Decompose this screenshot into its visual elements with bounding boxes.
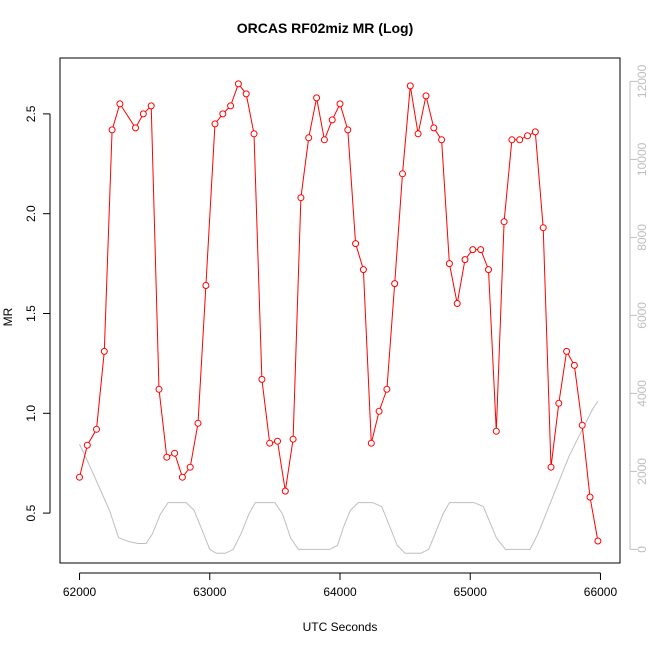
data-point — [227, 102, 235, 110]
data-point — [211, 120, 219, 128]
data-point — [297, 194, 305, 202]
y2-tick-label: 12000 — [635, 64, 649, 98]
y2-tick-label: 10000 — [635, 142, 649, 176]
data-point — [594, 537, 602, 545]
data-point — [76, 473, 83, 481]
data-point — [93, 425, 100, 433]
y2-tick-label: 4000 — [635, 380, 649, 407]
data-point — [391, 280, 399, 288]
data-point — [344, 126, 352, 134]
data-point — [414, 130, 422, 138]
data-point — [406, 82, 414, 90]
plot-frame — [59, 57, 621, 564]
data-point — [186, 463, 194, 471]
y-tick-label: 1.5 — [24, 305, 38, 322]
data-point — [194, 419, 202, 427]
data-point — [266, 439, 274, 447]
data-point — [171, 449, 179, 457]
data-point — [305, 134, 313, 142]
x-tick-label: 63000 — [193, 585, 227, 599]
data-point — [108, 126, 116, 134]
data-point — [100, 347, 108, 355]
data-point — [524, 132, 531, 140]
y-tick-label: 2.0 — [24, 205, 38, 222]
data-point — [492, 427, 500, 435]
data-point — [328, 116, 336, 124]
data-point — [359, 266, 367, 274]
data-point — [116, 100, 124, 108]
data-point — [83, 441, 91, 449]
y2-tick-label: 2000 — [635, 458, 649, 485]
data-point — [578, 421, 586, 429]
series-line-left — [79, 82, 599, 542]
data-point — [147, 102, 155, 110]
x-tick-label: 65000 — [454, 585, 488, 599]
data-point — [320, 136, 328, 144]
data-point — [469, 246, 477, 254]
data-point — [586, 493, 594, 501]
data-point — [485, 266, 492, 274]
data-point — [163, 453, 171, 461]
data-point — [178, 473, 186, 481]
data-point — [531, 128, 539, 136]
data-point — [202, 282, 210, 289]
data-point — [281, 487, 289, 495]
x-tick-label: 66000 — [584, 585, 618, 599]
data-point — [500, 218, 508, 226]
data-point — [570, 361, 578, 369]
data-point — [242, 90, 250, 98]
data-point — [336, 100, 344, 108]
data-point — [375, 407, 383, 415]
data-point — [555, 399, 563, 407]
data-point — [132, 124, 139, 132]
data-point — [289, 435, 297, 443]
data-point — [445, 260, 453, 268]
data-point — [139, 110, 147, 118]
data-point — [258, 375, 266, 383]
data-point — [539, 224, 547, 232]
y2-tick-label: 0 — [635, 546, 649, 553]
x-tick-label: 64000 — [323, 585, 357, 599]
data-point — [367, 439, 375, 447]
data-point — [250, 130, 258, 138]
x-axis-label: UTC Seconds — [302, 620, 378, 634]
x-tick-label: 62000 — [63, 585, 97, 599]
data-point — [508, 136, 516, 144]
data-point — [155, 385, 163, 393]
chart-title: ORCAS RF02miz MR (Log) — [236, 20, 414, 36]
y2-tick-label: 6000 — [635, 302, 649, 329]
data-point — [234, 80, 242, 88]
data-point — [547, 463, 555, 471]
y-tick-label: 2.5 — [24, 105, 38, 122]
data-point — [383, 385, 391, 393]
data-point — [563, 347, 571, 355]
data-point — [438, 136, 446, 144]
y-tick-label: 1.0 — [24, 405, 38, 422]
data-point — [399, 170, 406, 178]
data-point — [219, 110, 227, 118]
data-point — [313, 94, 321, 102]
y2-tick-label: 8000 — [635, 224, 649, 251]
series-line-right — [79, 400, 599, 554]
data-point — [274, 437, 281, 445]
data-point — [352, 240, 360, 248]
data-point — [461, 256, 469, 264]
data-point — [477, 246, 485, 254]
data-point — [422, 92, 430, 100]
data-point — [453, 300, 461, 307]
y-tick-label: 0.5 — [24, 504, 38, 521]
data-point — [516, 136, 524, 144]
data-point — [430, 124, 438, 132]
